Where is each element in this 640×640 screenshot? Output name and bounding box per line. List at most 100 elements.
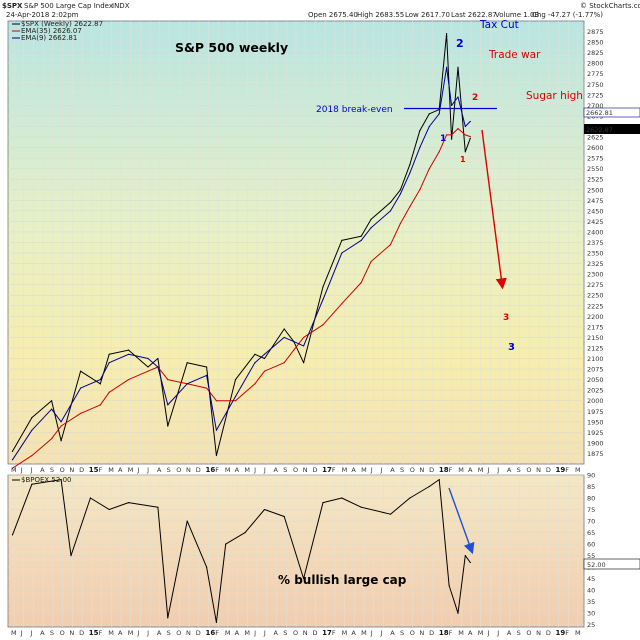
y-tick-label: 2125	[587, 344, 604, 352]
x-tick-label: N	[69, 466, 74, 474]
x-tick-label: J	[496, 629, 499, 637]
x-tick-label: O	[60, 466, 65, 474]
data-point	[50, 408, 53, 410]
data-point	[303, 578, 305, 580]
x-tick-label: A	[157, 629, 162, 637]
x-tick-label: N	[303, 466, 308, 474]
price-tag-ema9: 2662.81	[583, 107, 640, 118]
x-tick-label: O	[526, 629, 531, 637]
price-tag-bpoex-text: 52.00	[587, 561, 606, 569]
x-tick-label: F	[332, 466, 336, 474]
x-tick-label: J	[253, 629, 256, 637]
x-tick-label: M	[11, 629, 17, 637]
x-tick-label: J	[263, 466, 266, 474]
x-tick-label: D	[429, 629, 434, 637]
data-point	[399, 189, 401, 191]
data-point	[409, 206, 411, 208]
y-tick-label: 1950	[587, 418, 604, 426]
x-tick-label: A	[118, 466, 123, 474]
y-tick-label: 2175	[587, 323, 604, 331]
y-tick-label: 40	[587, 587, 595, 595]
y-tick-label: 70	[587, 518, 595, 526]
data-point	[370, 260, 372, 263]
y-tick-label: 55	[587, 552, 595, 560]
x-tick-label: J	[29, 466, 32, 474]
y-tick-label: 2000	[587, 397, 604, 405]
breadth-grid	[8, 474, 584, 627]
legend-ema9: EMA(9) 2662.81	[21, 34, 77, 42]
y-tick-label: 2275	[587, 281, 604, 289]
data-point	[11, 459, 14, 461]
series-line-1	[12, 479, 471, 623]
x-tick-label: N	[536, 629, 541, 637]
y-tick-label: 2725	[587, 91, 604, 99]
data-point	[167, 379, 169, 381]
annotation-tax-cut: Tax Cut	[479, 19, 519, 31]
x-tick-label: A	[468, 466, 473, 474]
x-tick-label: S	[517, 629, 521, 637]
data-point	[445, 66, 448, 69]
y-tick-label: 2575	[587, 155, 604, 163]
data-point	[186, 362, 188, 364]
data-point	[167, 404, 169, 406]
x-tick-label: M	[108, 629, 114, 637]
data-point	[254, 362, 256, 364]
data-point	[108, 508, 110, 511]
y-tick-label: 2450	[587, 207, 604, 215]
data-point	[464, 125, 466, 128]
data-point	[283, 362, 285, 364]
data-point	[205, 374, 208, 376]
data-point	[128, 353, 130, 355]
data-point	[457, 127, 459, 130]
data-point	[389, 201, 392, 204]
header-open: Open 2675.40	[308, 11, 358, 19]
data-point	[438, 479, 440, 481]
x-tick-label: 15	[89, 466, 99, 474]
y-tick-label: 2425	[587, 218, 604, 226]
data-point	[11, 450, 14, 452]
header-volume: Volume 1.0B	[495, 11, 539, 19]
x-tick-label: F	[565, 466, 569, 474]
x-tick-label: 18	[439, 466, 449, 474]
x-tick-label: 17	[322, 466, 332, 474]
data-point	[457, 96, 459, 98]
x-tick-label: J	[370, 629, 373, 637]
x-tick-label: N	[186, 629, 191, 637]
data-point	[234, 395, 237, 398]
x-tick-label: M	[108, 466, 114, 474]
x-tick-label: F	[99, 466, 103, 474]
x-tick-label: M	[361, 466, 367, 474]
header-exchange: INDX	[112, 2, 130, 10]
y-tick-label: 2350	[587, 250, 604, 258]
x-tick-label: J	[486, 629, 489, 637]
x-tick-label: O	[293, 466, 298, 474]
data-point	[389, 513, 392, 515]
data-point	[464, 151, 466, 153]
data-point	[438, 113, 440, 115]
x-tick-label: S	[50, 466, 54, 474]
x-tick-label: A	[468, 629, 473, 637]
x-tick-label: M	[458, 629, 464, 637]
data-point	[205, 366, 208, 368]
data-point	[186, 520, 188, 522]
x-tick-label: F	[449, 466, 453, 474]
data-point	[147, 357, 149, 360]
data-point	[108, 353, 110, 355]
data-point	[99, 383, 101, 385]
data-point	[445, 33, 448, 35]
x-tick-label: O	[526, 466, 531, 474]
data-point	[31, 416, 33, 419]
price-tag-last-text: 2622.87	[586, 126, 613, 134]
data-point	[99, 379, 101, 381]
y-tick-label: 2525	[587, 176, 604, 184]
x-tick-label: A	[118, 629, 123, 637]
data-point	[128, 349, 130, 351]
data-point	[360, 239, 362, 241]
data-point	[341, 303, 343, 305]
breadth-y-ticks: 2530354045505560657075808590	[587, 472, 595, 630]
y-tick-label: 2300	[587, 271, 604, 279]
data-point	[31, 429, 33, 431]
data-point	[438, 151, 440, 153]
breadth-series	[11, 479, 471, 623]
x-tick-label: D	[79, 629, 84, 637]
